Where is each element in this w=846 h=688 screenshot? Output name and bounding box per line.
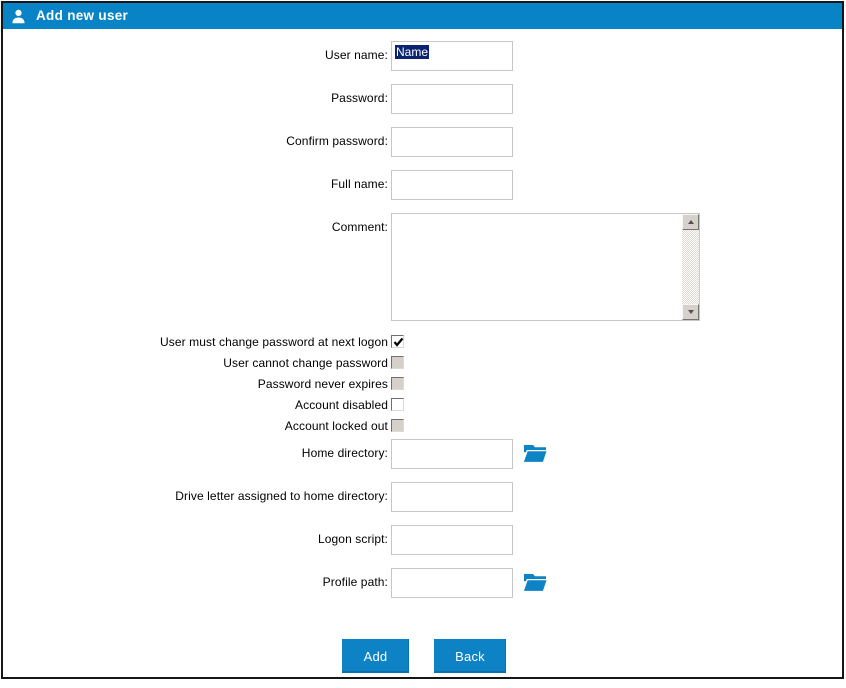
- checkbox-row-account-locked-out: Account locked out: [3, 415, 842, 436]
- full-name-label: Full name:: [330, 177, 388, 191]
- account-locked-out-checkbox: [391, 419, 404, 432]
- confirm-password-label: Confirm password:: [286, 134, 388, 148]
- account-disabled-label: Account disabled: [295, 397, 388, 412]
- field-row-drive-letter: Drive letter assigned to home directory:: [3, 482, 842, 512]
- username-input[interactable]: Name: [391, 41, 513, 71]
- logon-script-label: Logon script:: [317, 532, 388, 546]
- password-never-expires-checkbox: [391, 377, 404, 390]
- checkbox-group: User must change password at next logon …: [3, 331, 842, 436]
- field-row-logon-script: Logon script:: [3, 525, 842, 555]
- checkmark-icon: [393, 337, 404, 347]
- full-name-input[interactable]: [391, 170, 513, 200]
- field-row-comment: Comment:: [3, 213, 842, 321]
- field-row-home-directory: Home directory:: [3, 439, 842, 469]
- triangle-up-icon: [687, 220, 694, 224]
- add-user-form: User name: Name Password: Confirm passwo…: [3, 41, 842, 673]
- cannot-change-password-label: User cannot change password: [223, 355, 388, 370]
- password-input[interactable]: [391, 84, 513, 114]
- scroll-up-button[interactable]: [682, 214, 699, 230]
- confirm-password-input[interactable]: [391, 127, 513, 157]
- field-row-profile-path: Profile path:: [3, 568, 842, 598]
- field-row-confirm-password: Confirm password:: [3, 127, 842, 157]
- user-icon: [12, 9, 25, 23]
- browse-home-directory-button[interactable]: [522, 442, 549, 464]
- browse-profile-path-button[interactable]: [522, 571, 549, 593]
- cannot-change-password-checkbox: [391, 356, 404, 369]
- profile-path-input[interactable]: [391, 568, 513, 598]
- triangle-down-icon: [687, 310, 694, 314]
- back-button[interactable]: Back: [434, 639, 506, 673]
- action-buttons: Add Back: [3, 639, 842, 673]
- add-button[interactable]: Add: [342, 639, 409, 673]
- comment-scrollbar[interactable]: [682, 214, 699, 320]
- password-never-expires-label: Password never expires: [257, 376, 388, 391]
- must-change-password-checkbox[interactable]: [391, 335, 404, 348]
- folder-open-icon: [522, 445, 549, 464]
- comment-label: Comment:: [331, 220, 388, 234]
- home-directory-label: Home directory:: [301, 446, 388, 460]
- field-row-password: Password:: [3, 84, 842, 114]
- profile-path-label: Profile path:: [322, 575, 388, 589]
- checkbox-row-account-disabled: Account disabled: [3, 394, 842, 415]
- username-label: User name:: [324, 48, 388, 62]
- field-row-username: User name: Name: [3, 41, 842, 71]
- folder-open-icon: [522, 574, 549, 593]
- account-locked-out-label: Account locked out: [284, 418, 388, 433]
- checkbox-row-password-never-expires: Password never expires: [3, 373, 842, 394]
- scroll-down-button[interactable]: [682, 304, 699, 320]
- home-directory-input[interactable]: [391, 439, 513, 469]
- title-bar: Add new user: [3, 3, 842, 29]
- checkbox-row-cannot-change-password: User cannot change password: [3, 352, 842, 373]
- username-selected-text: Name: [395, 45, 430, 59]
- field-row-full-name: Full name:: [3, 170, 842, 200]
- checkbox-row-must-change-password: User must change password at next logon: [3, 331, 842, 352]
- logon-script-input[interactable]: [391, 525, 513, 555]
- account-disabled-checkbox[interactable]: [391, 398, 404, 411]
- drive-letter-label: Drive letter assigned to home directory:: [175, 489, 388, 503]
- comment-textarea[interactable]: [391, 213, 700, 321]
- page-title: Add new user: [36, 8, 129, 23]
- drive-letter-input[interactable]: [391, 482, 513, 512]
- password-label: Password:: [331, 91, 388, 105]
- must-change-password-label: User must change password at next logon: [159, 334, 388, 349]
- scrollbar-track[interactable]: [682, 230, 699, 304]
